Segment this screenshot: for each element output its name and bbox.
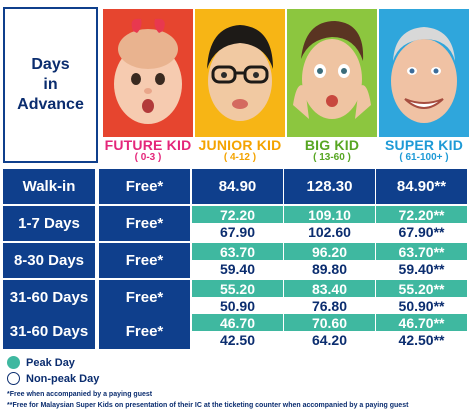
column-big-kid: BIG KID ( 13-60 ) (286, 138, 378, 164)
nonpeak-price: 76.80 (284, 297, 375, 315)
price-cell-big: 70.60 64.20 (284, 314, 375, 349)
nonpeak-price: 89.80 (284, 260, 375, 278)
table-row-8-30-days: 8-30 Days Free* 63.70 59.40 96.20 89.80 … (3, 243, 468, 278)
peak-price: 55.20 (192, 280, 283, 297)
table-row-1-7-days: 1-7 Days Free* 72.20 67.90 109.10 102.60… (3, 206, 468, 241)
peak-price: 72.20** (376, 206, 467, 223)
price-cell-junior: 72.20 67.90 (192, 206, 283, 241)
future-kid-photo (103, 9, 193, 137)
price-cell-junior: 84.90 (192, 169, 283, 204)
footnote-super-kid: **Free for Malaysian Super Kids on prese… (7, 402, 409, 409)
table-row-31-60-days-2: 31-60 Days Free* 46.70 42.50 70.60 64.20… (3, 314, 468, 349)
super-kid-age: ( 61-100+ ) (399, 152, 449, 163)
footnote-free: *Free when accompanied by a paying guest (7, 391, 153, 398)
price-cell-junior: 63.70 59.40 (192, 243, 283, 278)
super-kid-name: SUPER KID (384, 137, 464, 153)
price-cell-junior: 46.70 42.50 (192, 314, 283, 349)
super-kid-photo (379, 9, 469, 137)
peak-price: 70.60 (284, 314, 375, 331)
nonpeak-price: 67.90 (192, 223, 283, 241)
peak-price: 63.70** (376, 243, 467, 260)
price-cell-big: 109.10 102.60 (284, 206, 375, 241)
nonpeak-price: 50.90 (192, 297, 283, 315)
nonpeak-price: 59.40** (376, 260, 467, 278)
free-cell: Free* (99, 314, 190, 349)
row-label: 31-60 Days (3, 314, 95, 349)
column-super-kid: SUPER KID ( 61-100+ ) (378, 138, 470, 164)
row-label: 1-7 Days (3, 206, 95, 241)
price-cell-junior: 55.20 50.90 (192, 280, 283, 315)
peak-price: 46.70 (192, 314, 283, 331)
peak-price: 46.70** (376, 314, 467, 331)
nonpeak-price: 42.50 (192, 331, 283, 349)
nonpeak-price: 59.40 (192, 260, 283, 278)
legend-nonpeak: Non-peak Day (7, 372, 99, 385)
future-kid-name: FUTURE KID (104, 137, 192, 153)
nonpeak-price: 42.50** (376, 331, 467, 349)
nonpeak-price: 102.60 (284, 223, 375, 241)
free-cell: Free* (99, 206, 190, 241)
big-kid-name: BIG KID (304, 137, 360, 153)
peak-price: 72.20 (192, 206, 283, 223)
junior-kid-name: JUNIOR KID (198, 137, 282, 153)
nonpeak-price: 50.90** (376, 297, 467, 315)
peak-price: 55.20** (376, 280, 467, 297)
days-label-line3: Advance (17, 96, 84, 113)
free-cell: Free* (99, 243, 190, 278)
price-cell-super: 63.70** 59.40** (376, 243, 467, 278)
peak-price: 109.10 (284, 206, 375, 223)
junior-kid-photo (195, 9, 285, 137)
days-label-line2: in (43, 76, 58, 93)
table-row-31-60-days: 31-60 Days Free* 55.20 50.90 83.40 76.80… (3, 280, 468, 315)
price-cell-super: 84.90** (376, 169, 467, 204)
days-label-line1: Days (31, 56, 70, 73)
table-row-walk-in: Walk-in Free* 84.90 128.30 84.90** (3, 169, 468, 204)
row-label: 31-60 Days (3, 280, 95, 315)
days-in-advance-header: Days in Advance (3, 7, 98, 163)
column-junior-kid: JUNIOR KID ( 4-12 ) (194, 138, 286, 164)
price-cell-big: 83.40 76.80 (284, 280, 375, 315)
price-cell-super: 72.20** 67.90** (376, 206, 467, 241)
free-cell: Free* (99, 280, 190, 315)
peak-price: 63.70 (192, 243, 283, 260)
price-cell-big: 128.30 (284, 169, 375, 204)
price-cell-big: 96.20 89.80 (284, 243, 375, 278)
nonpeak-price: 64.20 (284, 331, 375, 349)
column-future-kid: FUTURE KID ( 0-3 ) (102, 138, 194, 164)
nonpeak-price: 67.90** (376, 223, 467, 241)
peak-price: 83.40 (284, 280, 375, 297)
free-cell: Free* (99, 169, 190, 204)
row-label: Walk-in (3, 169, 95, 204)
price-cell-super: 46.70** 42.50** (376, 314, 467, 349)
peak-dot-icon (7, 356, 20, 369)
row-label: 8-30 Days (3, 243, 95, 278)
junior-kid-age: ( 4-12 ) (223, 152, 257, 163)
big-kid-photo (287, 9, 377, 137)
price-cell-super: 55.20** 50.90** (376, 280, 467, 315)
legend-peak-label: Peak Day (26, 356, 75, 369)
big-kid-age: ( 13-60 ) (313, 152, 351, 163)
peak-price: 96.20 (284, 243, 375, 260)
future-kid-age: ( 0-3 ) (134, 152, 162, 163)
nonpeak-dot-icon (7, 372, 20, 385)
legend-nonpeak-label: Non-peak Day (26, 372, 100, 385)
legend-peak: Peak Day (7, 356, 75, 369)
